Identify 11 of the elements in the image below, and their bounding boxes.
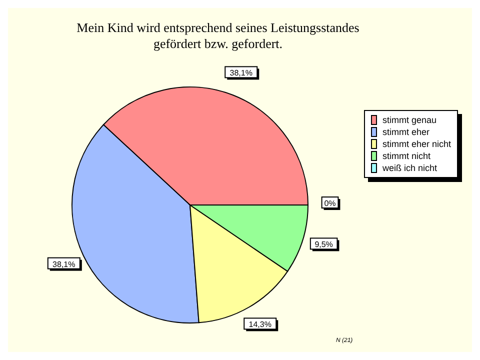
data-label: 38,1%	[52, 260, 76, 269]
legend-label: stimmt nicht	[382, 150, 430, 162]
chart-title: Mein Kind wird entsprechend seines Leistungsstandes gefördert bzw. gefordert.	[76, 20, 360, 52]
legend-label: stimmt eher	[382, 126, 430, 138]
text: 0%	[324, 199, 336, 208]
legend-label: stimmt eher nicht	[382, 138, 451, 150]
data-label: 9,5%	[314, 240, 333, 250]
legend-label: stimmt genau	[382, 114, 436, 126]
data-label: 38,1%	[230, 68, 252, 78]
data-label: 14,3%	[248, 320, 272, 330]
legend-label: weiß ich nicht	[382, 162, 437, 174]
